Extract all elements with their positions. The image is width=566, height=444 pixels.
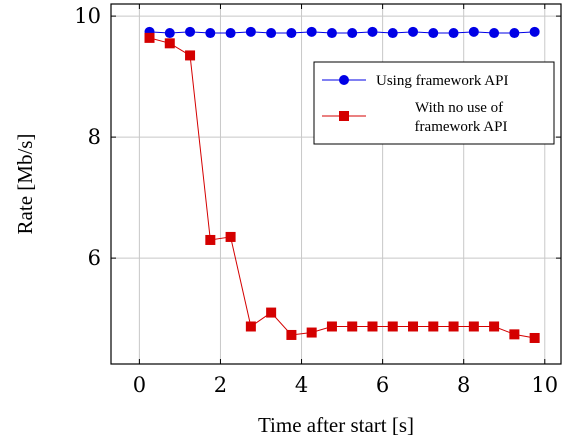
data-point-circle [408, 26, 419, 37]
x-tick-label: 2 [214, 373, 227, 397]
data-point-circle [509, 28, 520, 39]
data-point-square [529, 332, 540, 343]
x-axis-label: Time after start [s] [258, 413, 414, 437]
data-point-circle [225, 28, 236, 39]
data-point-square [225, 231, 236, 242]
data-point-circle [529, 26, 540, 37]
x-tick-label: 6 [376, 373, 389, 397]
legend-label-no-framework-api: With no use of framework API [415, 100, 508, 135]
data-point-square [408, 321, 419, 332]
plot-frame [110, 3, 562, 365]
data-point-square [367, 321, 378, 332]
data-point-square [164, 38, 175, 49]
data-point-circle [185, 26, 196, 37]
y-tick-label: 6 [88, 246, 101, 270]
x-tick-label: 8 [457, 373, 470, 397]
data-point-square [144, 32, 155, 43]
legend-marker-no-framework-api [339, 111, 349, 121]
data-point-circle [326, 28, 337, 39]
y-axis-label: Rate [Mb/s] [13, 134, 37, 235]
data-point-square [286, 329, 297, 340]
data-point-square [468, 321, 479, 332]
data-point-circle [489, 28, 500, 39]
data-point-circle [448, 28, 459, 39]
data-point-square [205, 234, 216, 245]
data-point-square [266, 307, 277, 318]
legend-label-line-2: framework API [415, 119, 508, 135]
data-point-circle [468, 26, 479, 37]
data-point-circle [245, 26, 256, 37]
data-point-circle [286, 28, 297, 39]
data-point-circle [164, 28, 175, 39]
series-layer [144, 26, 540, 343]
y-tick-label: 10 [74, 4, 101, 28]
data-point-circle [205, 28, 216, 39]
data-point-square [489, 321, 500, 332]
data-point-circle [367, 26, 378, 37]
axis-ticks: 0 2 4 6 8 10 6 8 10 [74, 4, 561, 397]
y-tick-label: 8 [88, 125, 101, 149]
data-point-square [185, 50, 196, 61]
data-point-circle [347, 28, 358, 39]
data-point-square [428, 321, 439, 332]
x-tick-label: 10 [531, 373, 558, 397]
legend-box [313, 61, 555, 145]
data-point-circle [306, 26, 317, 37]
data-point-square [387, 321, 398, 332]
x-tick-label: 4 [295, 373, 308, 397]
data-point-square [306, 327, 317, 338]
legend-label-using-framework-api: Using framework API [376, 73, 508, 89]
x-tick-label: 0 [133, 373, 146, 397]
legend-marker-using-framework-api [339, 75, 349, 85]
legend: Using framework API With no use of frame… [313, 61, 555, 145]
data-point-circle [387, 28, 398, 39]
grid [111, 4, 561, 364]
data-point-square [347, 321, 358, 332]
data-point-square [326, 321, 337, 332]
data-point-circle [428, 28, 439, 39]
legend-label-line-1: With no use of [415, 100, 503, 116]
data-point-circle [266, 28, 277, 39]
data-point-square [509, 329, 520, 340]
data-point-square [245, 321, 256, 332]
data-point-square [448, 321, 459, 332]
